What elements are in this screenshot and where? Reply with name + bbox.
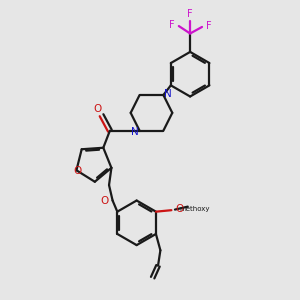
- Text: O: O: [94, 104, 102, 114]
- Text: N: N: [131, 127, 139, 137]
- Text: O: O: [100, 196, 108, 206]
- Text: O: O: [74, 166, 82, 176]
- Text: O: O: [176, 204, 184, 214]
- Text: N: N: [164, 88, 172, 98]
- Text: F: F: [187, 10, 193, 20]
- Text: F: F: [169, 20, 175, 31]
- Text: F: F: [206, 21, 211, 32]
- Text: methoxy: methoxy: [179, 206, 210, 212]
